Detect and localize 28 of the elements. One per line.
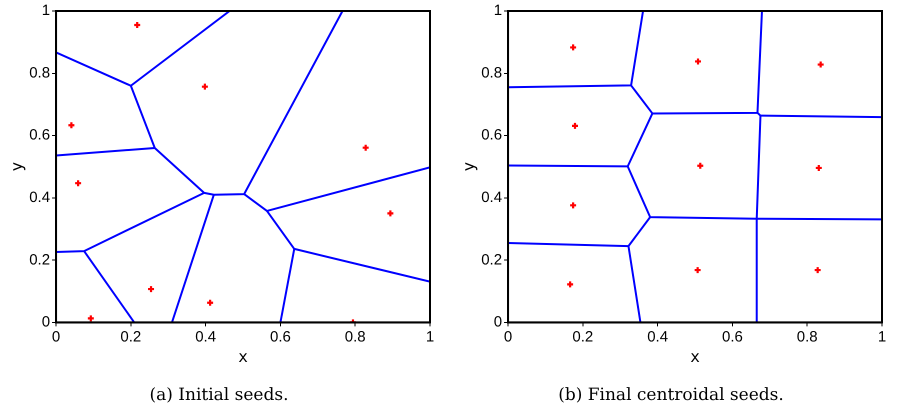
- y-tick-label: 0.2: [481, 251, 502, 268]
- y-tick-label: 0.4: [29, 188, 50, 206]
- x-axis-title: x: [238, 347, 248, 366]
- y-axis-title: y: [6, 162, 26, 172]
- x-tick-label: 0.2: [572, 328, 594, 346]
- y-tick-label: 0.6: [29, 126, 50, 144]
- x-tick-label: 0.8: [796, 328, 818, 346]
- y-tick-label: 0: [42, 314, 50, 331]
- x-tick-label: 0.8: [344, 328, 366, 346]
- x-tick-label: 1: [878, 328, 886, 346]
- y-tick-label: 1: [494, 2, 502, 20]
- x-axis-title: x: [690, 347, 700, 366]
- x-tick-label: 0.6: [722, 328, 743, 346]
- y-tick-label: 0.8: [29, 64, 50, 82]
- y-tick-label: 0.6: [481, 126, 502, 144]
- y-axis-title: y: [458, 162, 478, 172]
- text: (a) Initial seeds.: [149, 385, 289, 406]
- x-tick-label: 0.4: [647, 328, 668, 346]
- x-tick-label: 1: [426, 328, 434, 346]
- y-tick-label: 1: [42, 2, 50, 20]
- x-tick-label: 0.4: [195, 328, 216, 346]
- y-tick-label: 0.8: [481, 64, 502, 82]
- y-tick-label: 0.2: [29, 251, 50, 268]
- y-tick-label: 0.4: [481, 188, 502, 206]
- x-tick-label: 0.2: [120, 328, 142, 346]
- text: (b) Final centroidal seeds.: [558, 385, 784, 406]
- y-tick-label: 0: [494, 314, 502, 331]
- x-tick-label: 0.6: [270, 328, 291, 346]
